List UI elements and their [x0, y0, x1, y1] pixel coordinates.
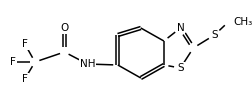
- Text: S: S: [177, 63, 184, 73]
- Text: CH₃: CH₃: [233, 17, 252, 27]
- Text: F: F: [22, 39, 28, 49]
- Text: F: F: [10, 57, 16, 67]
- Text: S: S: [211, 30, 218, 40]
- Text: NH: NH: [80, 59, 95, 69]
- Text: O: O: [60, 23, 69, 33]
- Text: N: N: [177, 23, 184, 33]
- Text: F: F: [22, 74, 28, 84]
